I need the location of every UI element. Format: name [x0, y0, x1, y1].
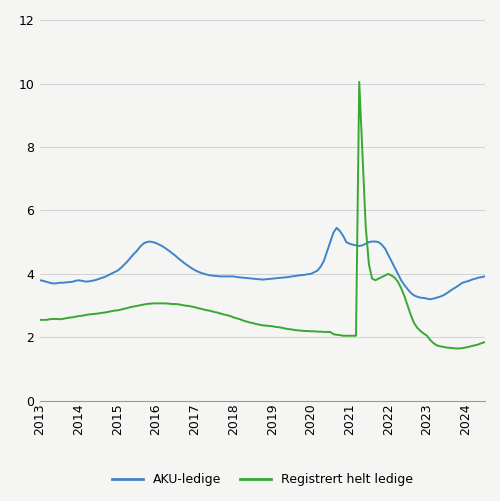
- Legend: AKU-ledige, Registrert helt ledige: AKU-ledige, Registrert helt ledige: [106, 468, 418, 491]
